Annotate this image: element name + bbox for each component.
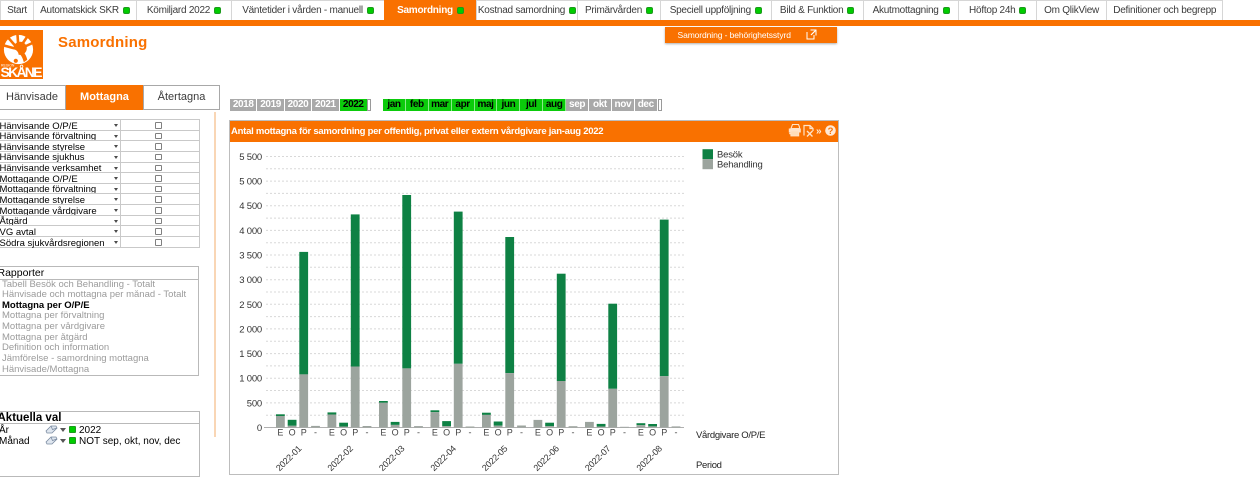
- svg-text:O: O: [649, 428, 656, 438]
- svg-text:P: P: [352, 428, 358, 438]
- svg-text:1 500: 1 500: [239, 349, 262, 360]
- svg-text:-: -: [520, 428, 523, 438]
- svg-text:2022-04: 2022-04: [428, 443, 458, 473]
- svg-text:500: 500: [247, 398, 262, 409]
- svg-text:2022-08: 2022-08: [634, 443, 664, 473]
- svg-text:SKÅNE: SKÅNE: [1, 64, 43, 79]
- svg-text:O: O: [392, 428, 399, 438]
- svg-text:E: E: [586, 428, 592, 438]
- svg-text:5 500: 5 500: [239, 152, 262, 163]
- svg-text:P: P: [455, 428, 461, 438]
- svg-text:E: E: [432, 428, 438, 438]
- svg-text:2 500: 2 500: [239, 300, 262, 311]
- svg-text:3 000: 3 000: [239, 275, 262, 286]
- svg-text:O: O: [495, 428, 502, 438]
- svg-text:P: P: [610, 428, 616, 438]
- svg-text:-: -: [417, 428, 420, 438]
- svg-text:Period: Period: [696, 460, 722, 471]
- svg-text:-: -: [314, 428, 317, 438]
- svg-text:O: O: [289, 428, 296, 438]
- svg-text:Behandling: Behandling: [717, 160, 763, 171]
- svg-text:P: P: [661, 428, 667, 438]
- svg-text:REGION: REGION: [1, 64, 15, 68]
- svg-text:E: E: [483, 428, 489, 438]
- svg-text:»: »: [816, 126, 822, 137]
- svg-text:O: O: [598, 428, 605, 438]
- svg-text:0: 0: [257, 423, 262, 434]
- svg-text:2022-01: 2022-01: [274, 443, 304, 473]
- svg-text:E: E: [380, 428, 386, 438]
- svg-text:O: O: [340, 428, 347, 438]
- svg-text:4 500: 4 500: [239, 201, 262, 212]
- svg-text:P: P: [507, 428, 513, 438]
- svg-text:?: ?: [828, 126, 834, 137]
- svg-text:2022-02: 2022-02: [325, 443, 355, 473]
- svg-text:-: -: [623, 428, 626, 438]
- svg-text:5 000: 5 000: [239, 177, 262, 188]
- svg-text:2022-06: 2022-06: [531, 443, 561, 473]
- svg-text:-: -: [572, 428, 575, 438]
- svg-text:2 000: 2 000: [239, 324, 262, 335]
- svg-text:O: O: [443, 428, 450, 438]
- svg-text:3 500: 3 500: [239, 250, 262, 261]
- svg-text:E: E: [535, 428, 541, 438]
- svg-text:Besök: Besök: [717, 150, 743, 161]
- svg-text:O: O: [546, 428, 553, 438]
- svg-text:4 000: 4 000: [239, 226, 262, 237]
- svg-text:2022-07: 2022-07: [583, 443, 613, 473]
- svg-text:2022-03: 2022-03: [377, 443, 407, 473]
- svg-text:Vårdgivare O/P/E: Vårdgivare O/P/E: [696, 430, 765, 441]
- svg-text:1 000: 1 000: [239, 374, 262, 385]
- svg-text:P: P: [404, 428, 410, 438]
- svg-text:-: -: [675, 428, 678, 438]
- svg-text:2022-05: 2022-05: [480, 443, 510, 473]
- svg-text:E: E: [329, 428, 335, 438]
- svg-text:E: E: [638, 428, 644, 438]
- svg-text:P: P: [301, 428, 307, 438]
- svg-text:-: -: [469, 428, 472, 438]
- svg-text:E: E: [277, 428, 283, 438]
- svg-text:P: P: [558, 428, 564, 438]
- svg-text:-: -: [366, 428, 369, 438]
